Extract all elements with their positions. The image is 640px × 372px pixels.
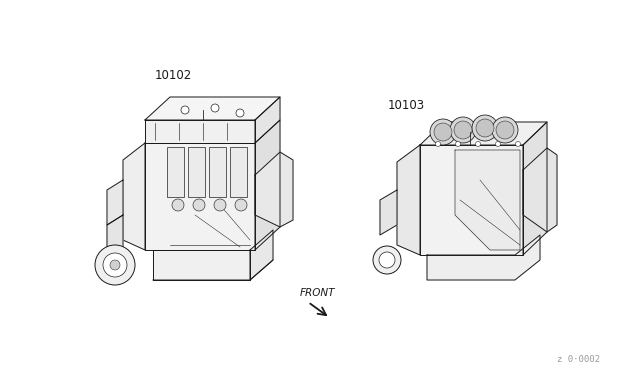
Circle shape — [214, 199, 226, 211]
Circle shape — [456, 141, 461, 147]
Circle shape — [379, 252, 395, 268]
Circle shape — [492, 117, 518, 143]
Polygon shape — [250, 230, 273, 280]
Circle shape — [496, 121, 514, 139]
Circle shape — [476, 119, 494, 137]
Circle shape — [95, 245, 135, 285]
Circle shape — [236, 109, 244, 117]
Text: 10102: 10102 — [155, 69, 192, 82]
Polygon shape — [380, 190, 397, 235]
Circle shape — [454, 121, 472, 139]
Polygon shape — [455, 150, 520, 250]
Bar — [209, 147, 226, 197]
Polygon shape — [123, 143, 145, 250]
Circle shape — [172, 199, 184, 211]
Polygon shape — [255, 97, 280, 143]
Circle shape — [181, 106, 189, 114]
Polygon shape — [523, 122, 547, 255]
Circle shape — [495, 141, 500, 147]
Text: z 0·0002: z 0·0002 — [557, 355, 600, 364]
Polygon shape — [420, 122, 547, 145]
Bar — [230, 147, 247, 197]
Circle shape — [103, 253, 127, 277]
Bar — [188, 147, 205, 197]
Circle shape — [435, 141, 440, 147]
Circle shape — [430, 119, 456, 145]
Polygon shape — [397, 145, 420, 255]
Polygon shape — [420, 145, 523, 255]
Circle shape — [515, 141, 520, 147]
Polygon shape — [107, 215, 123, 255]
Circle shape — [235, 199, 247, 211]
Circle shape — [193, 199, 205, 211]
Bar — [167, 147, 184, 197]
Circle shape — [373, 246, 401, 274]
Polygon shape — [145, 97, 280, 120]
Circle shape — [211, 104, 219, 112]
Circle shape — [450, 117, 476, 143]
Polygon shape — [145, 143, 255, 250]
Polygon shape — [255, 120, 280, 250]
Polygon shape — [145, 120, 255, 143]
Polygon shape — [523, 148, 557, 232]
Text: 10103: 10103 — [388, 99, 425, 112]
Polygon shape — [427, 235, 540, 280]
Circle shape — [434, 123, 452, 141]
Polygon shape — [255, 152, 293, 227]
Polygon shape — [107, 180, 123, 225]
Text: FRONT: FRONT — [300, 288, 335, 298]
Circle shape — [472, 115, 498, 141]
Polygon shape — [153, 250, 250, 280]
Circle shape — [476, 141, 481, 147]
Circle shape — [110, 260, 120, 270]
